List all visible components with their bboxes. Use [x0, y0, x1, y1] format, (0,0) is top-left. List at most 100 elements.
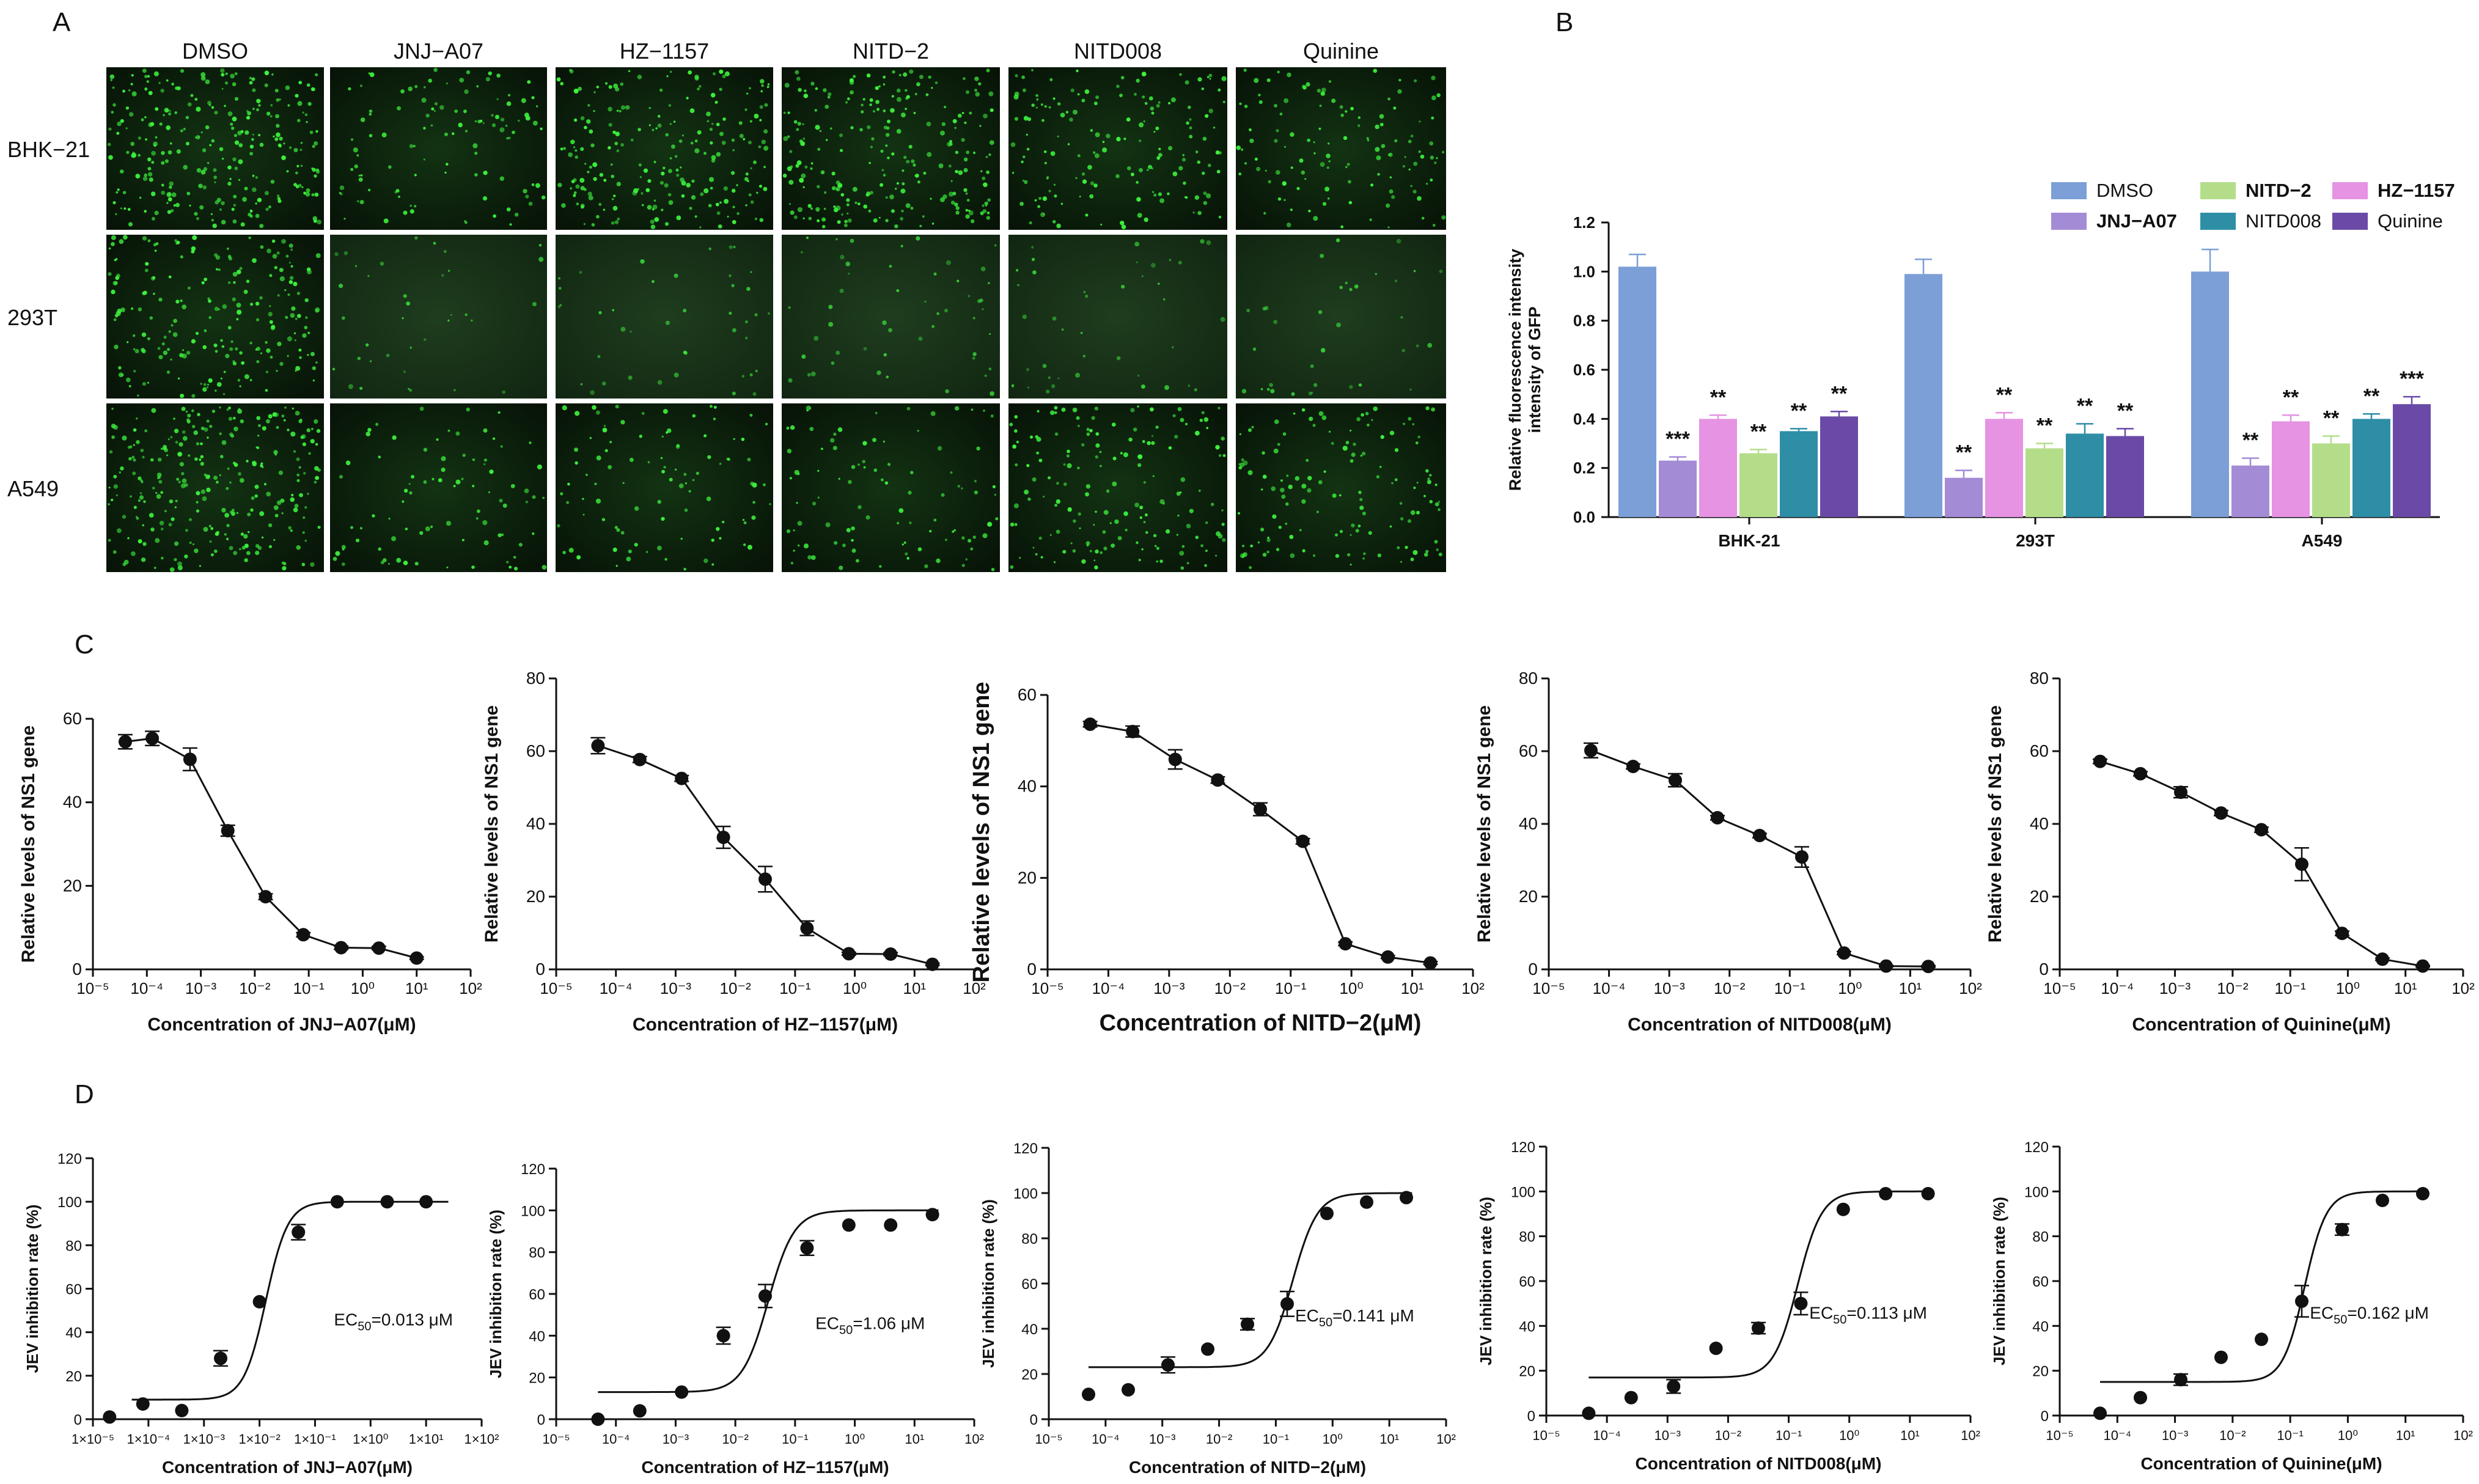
- cell-dot: [184, 483, 188, 487]
- legend-swatch: [2051, 213, 2087, 230]
- cell-dot: [796, 76, 801, 81]
- cell-dot: [117, 188, 120, 191]
- cell-dot: [258, 424, 261, 427]
- panel-d3-data-point-7: [1320, 1207, 1334, 1221]
- cell-dot: [315, 307, 320, 312]
- cell-dot: [1075, 177, 1078, 179]
- cell-dot: [560, 492, 564, 496]
- cell-dot: [747, 141, 752, 145]
- cell-dot: [200, 489, 205, 494]
- panel-c2-y-tick-label: 60: [526, 741, 545, 760]
- significance-mark: **: [2323, 406, 2340, 430]
- cell-dot: [237, 270, 241, 274]
- cell-dot: [483, 428, 488, 433]
- cell-dot: [221, 201, 225, 205]
- cell-dot: [1286, 222, 1291, 227]
- cell-dot: [743, 138, 746, 141]
- cell-dot: [221, 219, 226, 225]
- cell-dot: [1040, 556, 1043, 559]
- cell-dot: [680, 177, 685, 183]
- cell-dot: [288, 262, 291, 264]
- cell-dot: [1151, 111, 1155, 115]
- cell-dot: [482, 520, 488, 526]
- cell-dot: [683, 350, 687, 354]
- cell-dot: [161, 191, 166, 195]
- cell-dot: [260, 464, 263, 468]
- cell-dot: [1359, 505, 1364, 510]
- panel-d2-data-point-5: [758, 1289, 772, 1303]
- cell-dot: [130, 495, 132, 498]
- cell-dot: [1306, 82, 1310, 87]
- cell-dot: [1408, 417, 1412, 421]
- cell-dot: [312, 216, 318, 221]
- cell-dot: [851, 538, 854, 542]
- cell-dot: [274, 266, 277, 270]
- micrograph-3-1: [106, 403, 324, 572]
- cell-dot: [908, 490, 912, 495]
- panel-c1-y-label: Relative levels of NS1 gene: [18, 725, 39, 963]
- cell-dot: [1420, 154, 1425, 159]
- cell-dot: [436, 438, 439, 441]
- cell-dot: [144, 268, 149, 273]
- cell-dot: [787, 135, 790, 138]
- panel-d1-data-point-4: [214, 1351, 227, 1365]
- cell-dot: [684, 508, 688, 512]
- cell-dot: [296, 545, 301, 550]
- cell-dot: [821, 225, 826, 229]
- cell-dot: [1410, 185, 1412, 188]
- cell-dot: [1136, 541, 1139, 545]
- cell-dot: [414, 85, 418, 89]
- cell-dot: [383, 558, 387, 562]
- cell-dot: [343, 251, 348, 255]
- cell-dot: [1081, 98, 1085, 103]
- cell-dot: [1159, 198, 1165, 204]
- cell-dot: [724, 199, 729, 204]
- cell-dot: [441, 468, 446, 472]
- cell-dot: [1159, 559, 1163, 564]
- cell-dot: [235, 347, 238, 351]
- cell-dot: [248, 531, 250, 534]
- cell-dot: [335, 551, 340, 556]
- cell-dot: [279, 268, 284, 273]
- cell-dot: [466, 70, 471, 75]
- cell-dot: [232, 116, 237, 122]
- cell-dot: [1416, 510, 1420, 515]
- cell-dot: [813, 336, 819, 341]
- cell-dot: [1048, 376, 1051, 380]
- cell-dot: [604, 449, 608, 452]
- cell-dot: [1049, 534, 1052, 537]
- cell-dot: [616, 109, 619, 112]
- cell-dot: [312, 379, 315, 382]
- panel-d1-x-tick-label: 1×10⁻³: [183, 1431, 225, 1447]
- cell-dot: [108, 487, 111, 489]
- cell-dot: [922, 215, 925, 218]
- cell-dot: [277, 294, 280, 297]
- cell-dot: [276, 123, 280, 128]
- cell-dot: [1209, 78, 1211, 80]
- bar-HZ−1157-293T: [1985, 419, 2023, 517]
- cell-dot: [1277, 70, 1280, 74]
- cell-dot: [968, 210, 974, 216]
- cell-dot: [1136, 78, 1140, 83]
- cell-dot: [560, 82, 564, 86]
- cell-dot: [1321, 415, 1327, 421]
- cell-dot: [169, 109, 171, 112]
- cell-dot: [568, 152, 573, 157]
- cell-dot: [984, 201, 988, 206]
- panel-c2-data-point-2: [633, 752, 647, 766]
- cell-dot: [754, 313, 758, 317]
- cell-dot: [584, 125, 587, 130]
- panel-c1-data-point-1: [119, 735, 132, 749]
- cell-dot: [466, 407, 470, 412]
- cell-dot: [122, 515, 127, 519]
- cell-dot: [1285, 502, 1289, 506]
- cell-dot: [1052, 97, 1056, 100]
- cell-dot: [798, 87, 802, 92]
- cell-dot: [838, 477, 840, 480]
- cell-dot: [1180, 566, 1184, 570]
- cell-dot: [968, 538, 972, 543]
- cell-dot: [1137, 463, 1142, 468]
- cell-dot: [128, 222, 133, 227]
- cell-dot: [894, 224, 898, 229]
- cell-dot: [315, 253, 321, 259]
